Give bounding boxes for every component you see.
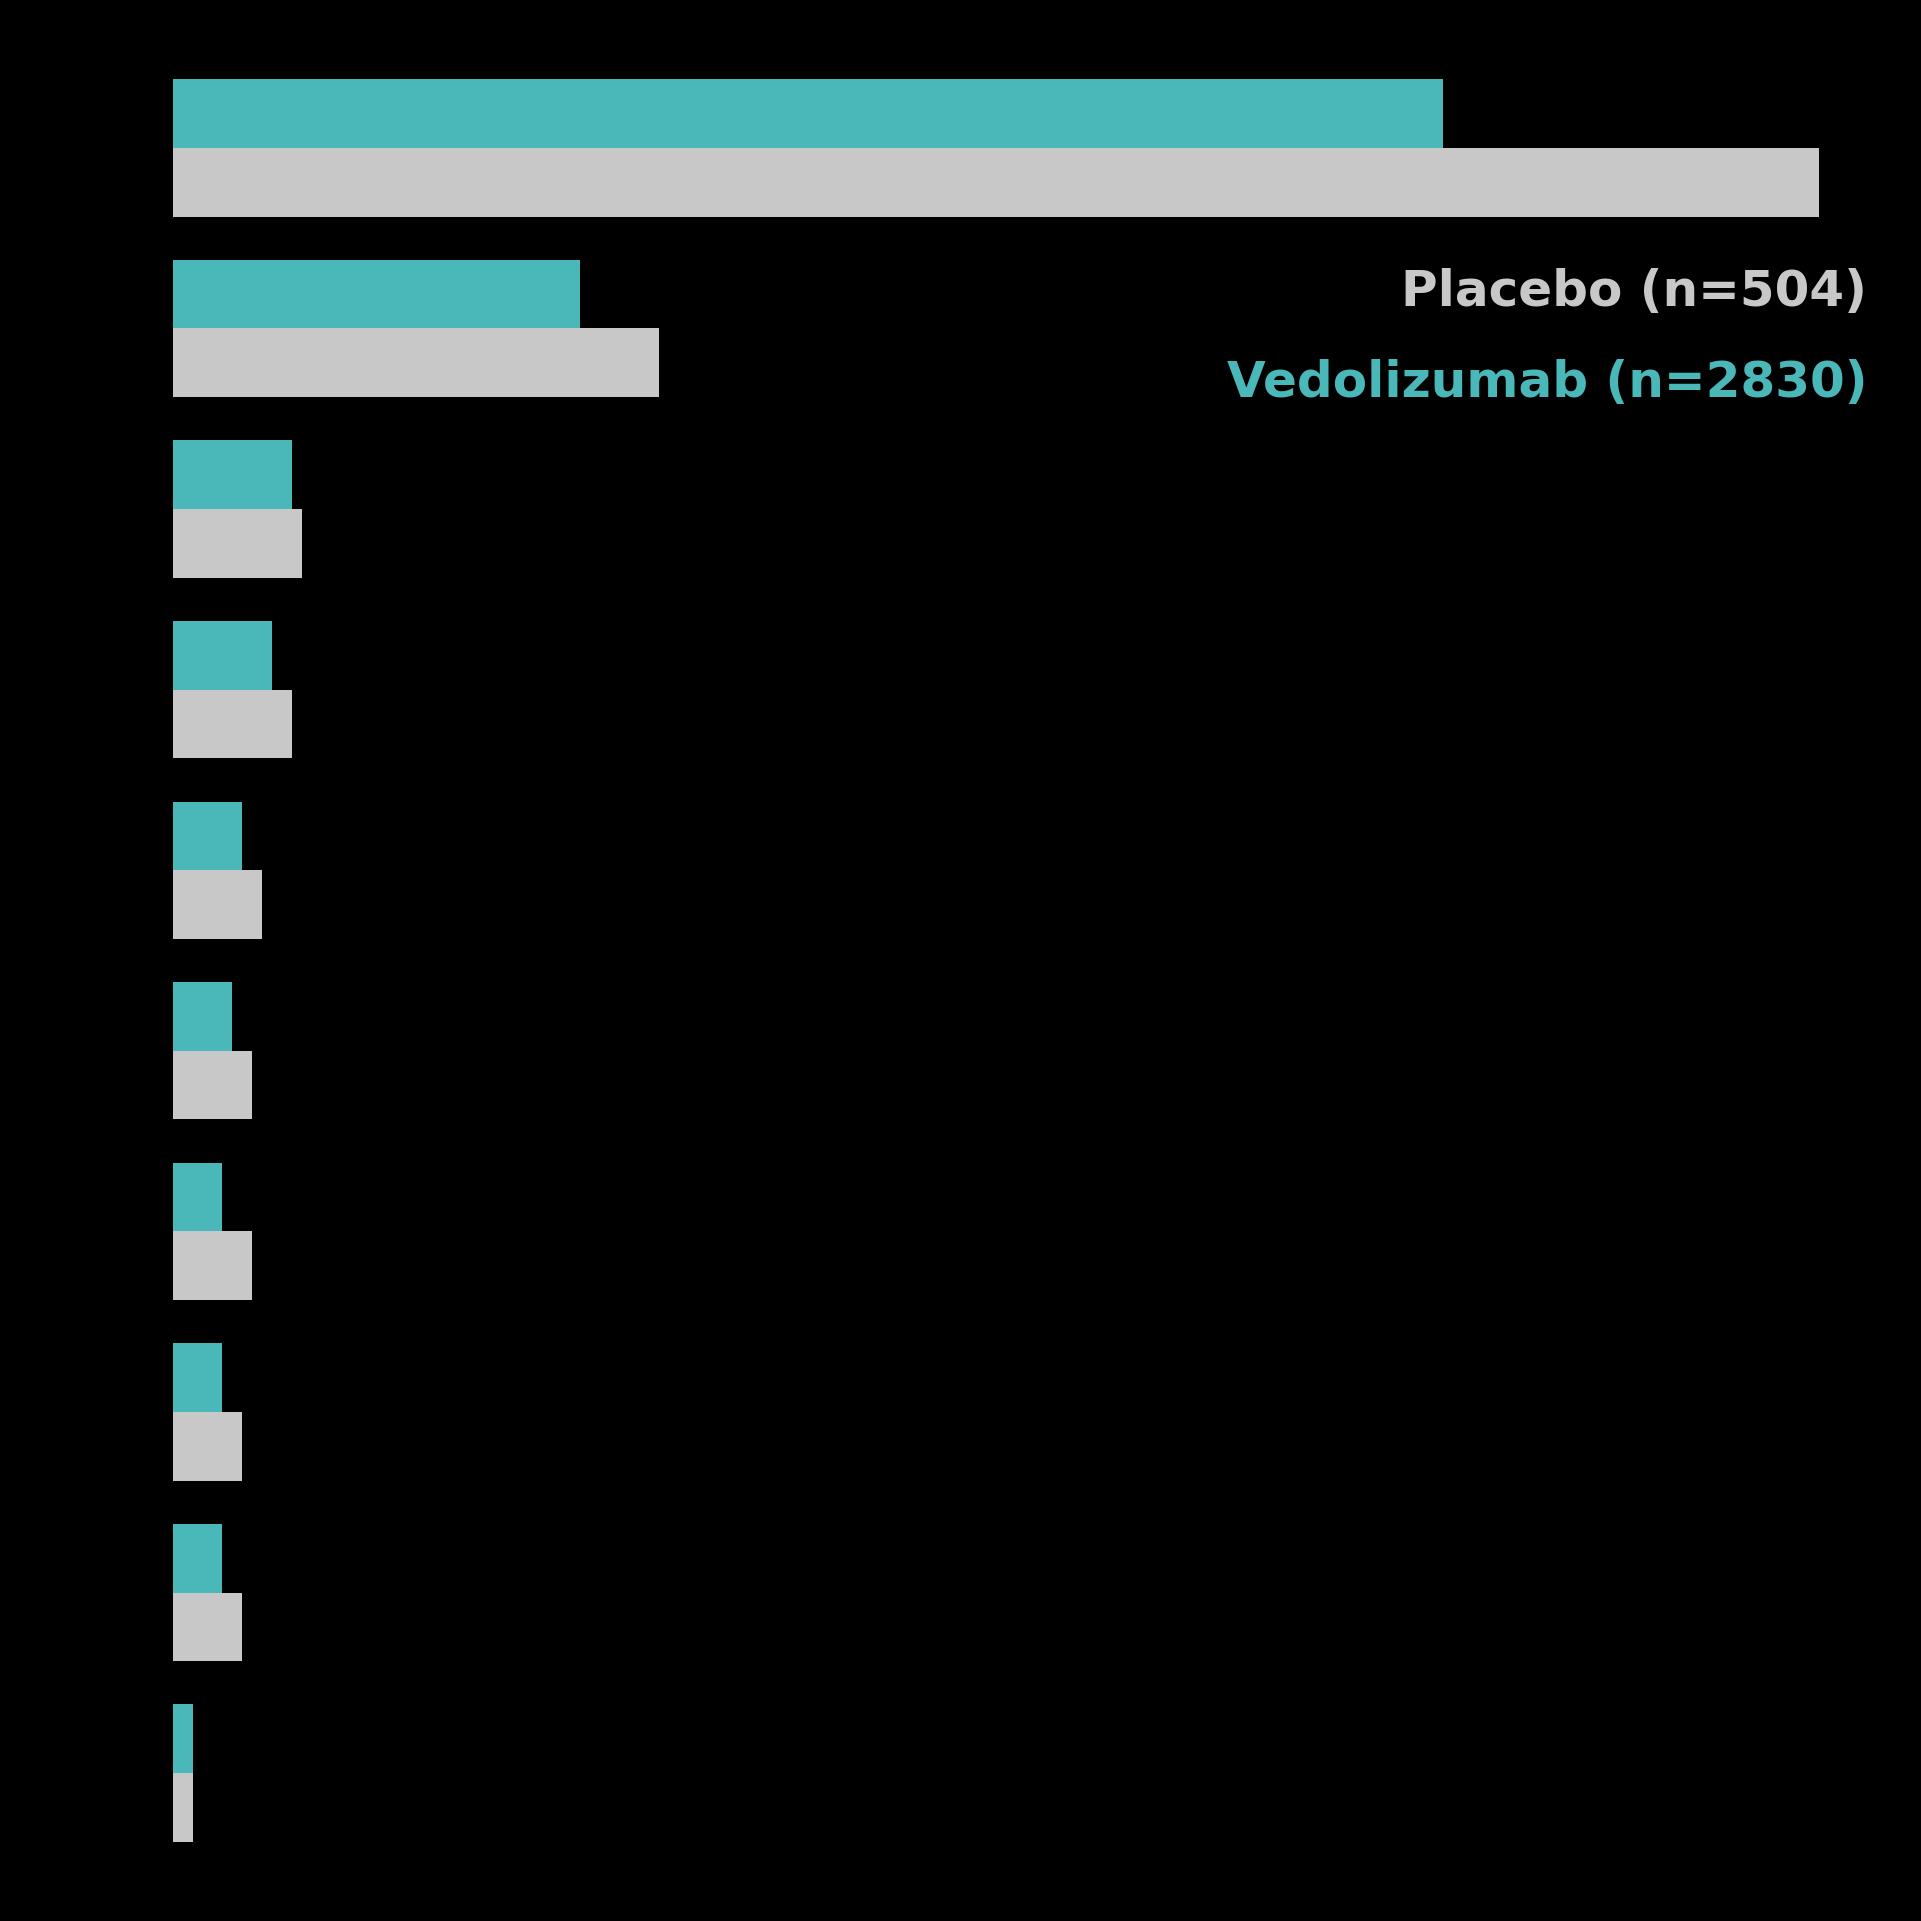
Bar — [173, 1343, 223, 1412]
Bar — [173, 1593, 242, 1662]
Bar — [173, 1704, 192, 1773]
Bar — [173, 259, 580, 328]
Bar — [173, 328, 659, 398]
Bar — [173, 870, 261, 939]
Text: Placebo (n=504): Placebo (n=504) — [1400, 269, 1867, 317]
Bar — [173, 1773, 192, 1842]
Bar — [173, 690, 292, 759]
Bar — [173, 1231, 252, 1301]
Bar — [173, 620, 273, 690]
Bar — [173, 801, 242, 870]
Bar — [173, 982, 232, 1051]
Bar — [173, 1162, 223, 1231]
Bar — [173, 79, 1443, 148]
Bar — [173, 1051, 252, 1120]
Bar — [173, 1523, 223, 1593]
Text: Vedolizumab (n=2830): Vedolizumab (n=2830) — [1228, 359, 1867, 407]
Bar — [173, 440, 292, 509]
Bar — [173, 148, 1819, 217]
Bar — [173, 1412, 242, 1481]
Bar — [173, 509, 302, 578]
